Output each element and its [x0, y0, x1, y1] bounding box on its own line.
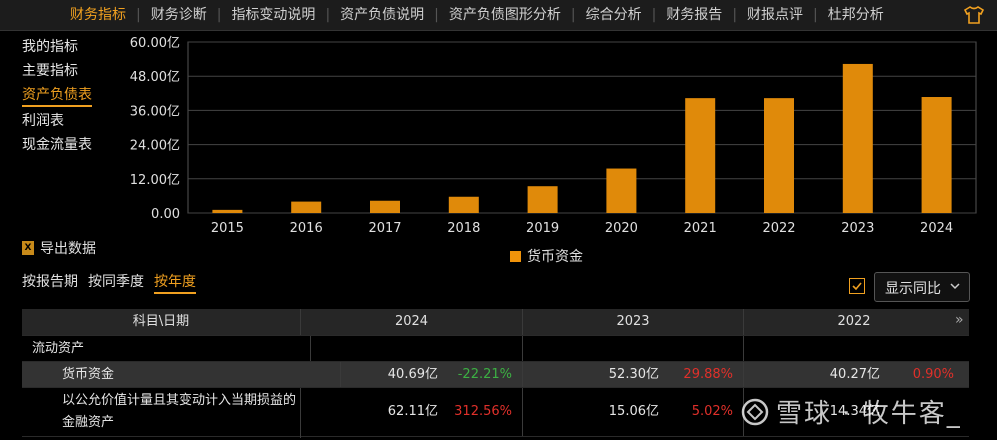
- y-tick-label: 0.00: [151, 207, 180, 222]
- watermark: 雪球 · 牧牛客_: [740, 393, 962, 430]
- value: 15.06亿: [608, 404, 659, 419]
- value: 14.34亿: [829, 404, 880, 419]
- menu-income-statement[interactable]: 利润表: [22, 113, 64, 129]
- legend-swatch: [510, 250, 521, 262]
- yoy-change: 5.02%: [691, 404, 733, 419]
- table-header: 科目\日期 2024 2023 2022: [22, 309, 969, 336]
- period-selector: 按报告期 按同季度 按年度: [22, 272, 206, 294]
- section-row: 流动资产: [22, 336, 969, 362]
- period-by-year[interactable]: 按年度: [154, 272, 196, 294]
- y-tick-label: 12.00亿: [130, 173, 180, 188]
- period-by-quarter[interactable]: 按同季度: [88, 274, 144, 290]
- x-tick-label: 2015: [211, 221, 244, 236]
- yoy-change: 312.56%: [454, 404, 512, 419]
- header-2024[interactable]: 2024: [301, 309, 523, 335]
- xueqiu-logo-icon: [741, 398, 769, 425]
- bar: [448, 196, 479, 213]
- legend-label: 货币资金: [527, 249, 583, 265]
- bar: [764, 98, 794, 213]
- period-by-report[interactable]: 按报告期: [22, 274, 78, 290]
- header-subject: 科目\日期: [22, 309, 301, 335]
- header-2023[interactable]: 2023: [523, 309, 744, 335]
- y-tick-label: 36.00亿: [130, 104, 180, 119]
- x-tick-label: 2016: [290, 221, 323, 236]
- tab-indicator-change[interactable]: 指标变动说明: [231, 7, 316, 23]
- row-name: 以公允价值计量且其变动计入当期损益的金融资产: [22, 388, 301, 438]
- value: 40.69亿: [387, 367, 438, 382]
- excel-icon: X: [22, 241, 34, 255]
- shirt-icon[interactable]: [963, 5, 985, 25]
- value: 52.30亿: [608, 367, 659, 382]
- tab-report-review[interactable]: 财报点评: [747, 7, 804, 23]
- check-icon: [852, 282, 862, 291]
- menu-main-indicators[interactable]: 主要指标: [22, 63, 78, 79]
- bar: [212, 209, 243, 213]
- watermark-text: 雪球 · 牧牛客_: [776, 399, 962, 429]
- tab-dupont[interactable]: 杜邦分析: [827, 7, 884, 23]
- tab-financial-report[interactable]: 财务报告: [666, 7, 723, 23]
- y-tick-label: 24.00亿: [130, 139, 180, 154]
- menu-balance-sheet[interactable]: 资产负债表: [22, 85, 92, 107]
- yoy-change: 0.90%: [912, 367, 954, 382]
- bar: [527, 186, 558, 213]
- x-tick-label: 2024: [920, 221, 953, 236]
- chart-legend[interactable]: 货币资金: [510, 246, 583, 266]
- value: 62.11亿: [387, 404, 438, 419]
- menu-my-indicators[interactable]: 我的指标: [22, 39, 78, 55]
- left-menu: 我的指标 主要指标 资产负债表 利润表 现金流量表: [22, 35, 92, 157]
- yoy-change: -22.21%: [457, 367, 512, 382]
- top-tab-bar: 财务指标 | 财务诊断 | 指标变动说明 | 资产负债说明 | 资产负债图形分析 | 综合…: [0, 0, 997, 31]
- section-label: 流动资产: [22, 336, 311, 361]
- bar: [370, 200, 400, 213]
- bar: [842, 63, 873, 213]
- bar: [606, 168, 637, 213]
- export-label: 导出数据: [40, 241, 96, 257]
- bar: [685, 98, 716, 213]
- table-row[interactable]: 以公允价值计量且其变动计入当期损益的金融资产 62.11亿 312.56% 15.…: [22, 388, 969, 438]
- tab-comprehensive[interactable]: 综合分析: [585, 7, 642, 23]
- tab-financial-indicators[interactable]: 财务指标: [70, 7, 126, 23]
- x-tick-label: 2019: [526, 221, 559, 236]
- cash-bar-chart: 60.00亿 48.00亿 36.00亿 24.00亿 12.00亿 0.00 2015 20…: [130, 36, 977, 236]
- balance-table: 科目\日期 2024 2023 2022 流动资产 货币资金 40.69亿 -22…: [22, 309, 969, 438]
- value: 40.27亿: [829, 367, 880, 382]
- y-tick-label: 60.00亿: [130, 36, 180, 51]
- x-tick-label: 2020: [605, 221, 638, 236]
- header-2022[interactable]: 2022: [837, 314, 871, 329]
- yoy-checkbox[interactable]: [849, 278, 865, 294]
- x-tick-label: 2022: [762, 221, 795, 236]
- tab-balance-graph[interactable]: 资产负债图形分析: [448, 7, 561, 23]
- row-name: 货币资金: [22, 362, 341, 387]
- chevron-down-icon: [950, 283, 960, 290]
- bar: [921, 97, 952, 213]
- yoy-change: 29.88%: [683, 367, 733, 382]
- bar: [291, 201, 322, 213]
- export-data-button[interactable]: X 导出数据: [22, 238, 96, 258]
- show-yoy-dropdown[interactable]: 显示同比: [874, 272, 970, 302]
- table-row[interactable]: 货币资金 40.69亿 -22.21% 52.30亿 29.88% 40.27亿 0.…: [22, 362, 969, 388]
- double-chevron-right-icon[interactable]: »: [955, 312, 964, 328]
- x-tick-label: 2021: [684, 221, 717, 236]
- tab-financial-diagnosis[interactable]: 财务诊断: [150, 7, 207, 23]
- dropdown-label: 显示同比: [885, 281, 941, 297]
- tab-balance-explanation[interactable]: 资产负债说明: [340, 7, 425, 23]
- menu-cash-flow[interactable]: 现金流量表: [22, 137, 92, 153]
- x-tick-label: 2018: [447, 221, 480, 236]
- x-tick-label: 2017: [368, 221, 401, 236]
- y-tick-label: 48.00亿: [130, 70, 180, 85]
- x-tick-label: 2023: [841, 221, 874, 236]
